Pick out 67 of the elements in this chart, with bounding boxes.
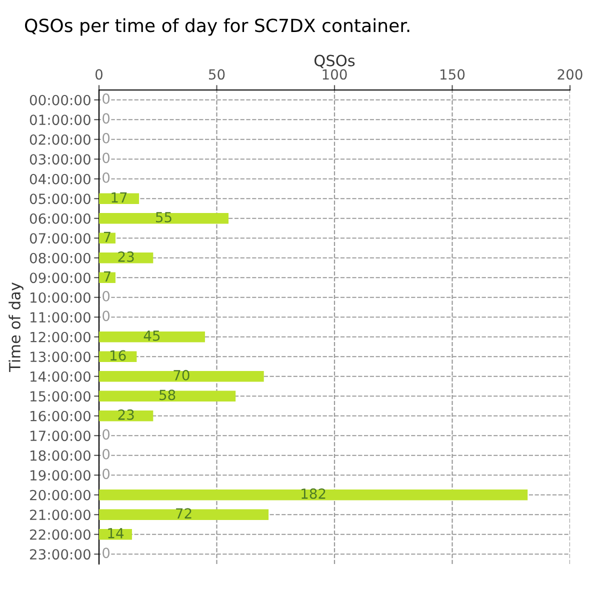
- y-tick-label: 23:00:00: [30, 549, 90, 560]
- bar: [99, 252, 154, 264]
- y-tick-label: 22:00:00: [30, 529, 90, 540]
- x-tick-label: 0: [95, 69, 102, 80]
- chart-title: QSOs per time of day for SC7DX container.: [25, 18, 410, 36]
- x-tick-label: 100: [322, 69, 347, 80]
- data-label: 70: [174, 370, 190, 380]
- x-axis-title: QSOs: [314, 54, 355, 68]
- bar: [99, 509, 269, 520]
- bar: [99, 489, 528, 500]
- y-tick-label: 19:00:00: [30, 470, 90, 481]
- data-label: 45: [144, 330, 160, 341]
- y-tick-label: 02:00:00: [30, 134, 90, 145]
- bar: [99, 193, 140, 204]
- y-tick-label: 16:00:00: [30, 410, 90, 422]
- y-tick-label: 06:00:00: [30, 213, 90, 224]
- data-label: 182: [302, 488, 326, 499]
- y-tick-label: 03:00:00: [30, 154, 90, 165]
- bar: [99, 272, 116, 284]
- data-label: 0: [102, 429, 110, 440]
- bar: [99, 390, 236, 402]
- y-tick-label: 13:00:00: [30, 352, 90, 362]
- y-tick-label: 15:00:00: [30, 391, 90, 402]
- x-tick-label: 50: [208, 69, 225, 80]
- data-label: 0: [102, 132, 110, 144]
- x-tick-label: 150: [440, 69, 465, 80]
- data-label: 7: [104, 271, 110, 282]
- y-tick-label: 14:00:00: [30, 371, 90, 382]
- data-label: 0: [102, 152, 110, 164]
- bar: [99, 370, 264, 382]
- data-label: 0: [102, 172, 110, 183]
- y-tick-label: 04:00:00: [30, 174, 90, 184]
- data-label: 17: [112, 192, 127, 202]
- y-tick-label: 09:00:00: [30, 272, 90, 284]
- y-axis-title: Time of day: [8, 282, 24, 372]
- y-tick-label: 05:00:00: [30, 194, 90, 204]
- data-label: 0: [102, 468, 110, 480]
- bar: [99, 331, 205, 342]
- data-label: 58: [160, 390, 176, 400]
- y-tick-label: 10:00:00: [30, 292, 90, 303]
- y-tick-label: 21:00:00: [30, 510, 90, 520]
- data-label: 14: [108, 528, 124, 538]
- data-label: 0: [102, 548, 110, 558]
- data-label: 0: [102, 93, 110, 104]
- data-label: 16: [110, 350, 126, 361]
- y-tick-label: 01:00:00: [30, 114, 90, 126]
- bar: [99, 212, 229, 224]
- y-tick-label: 18:00:00: [30, 450, 90, 461]
- data-label: 0: [102, 290, 110, 302]
- data-label: 72: [176, 508, 192, 518]
- y-tick-label: 00:00:00: [30, 94, 90, 106]
- data-label: 0: [102, 113, 110, 124]
- data-label: 23: [118, 409, 134, 420]
- data-label: 55: [156, 212, 172, 222]
- y-tick-label: 11:00:00: [30, 312, 90, 323]
- y-tick-label: 17:00:00: [30, 430, 90, 442]
- y-tick-label: 20:00:00: [30, 490, 90, 500]
- y-tick-label: 08:00:00: [30, 252, 90, 264]
- data-label: 0: [102, 448, 110, 460]
- data-label: 23: [118, 251, 134, 262]
- data-label: 7: [104, 232, 110, 242]
- data-label: 0: [102, 310, 110, 322]
- bar: [99, 410, 154, 422]
- y-tick-label: 07:00:00: [30, 233, 90, 244]
- y-tick-label: 12:00:00: [30, 332, 90, 342]
- bar: [99, 232, 116, 244]
- x-tick-label: 200: [558, 69, 582, 80]
